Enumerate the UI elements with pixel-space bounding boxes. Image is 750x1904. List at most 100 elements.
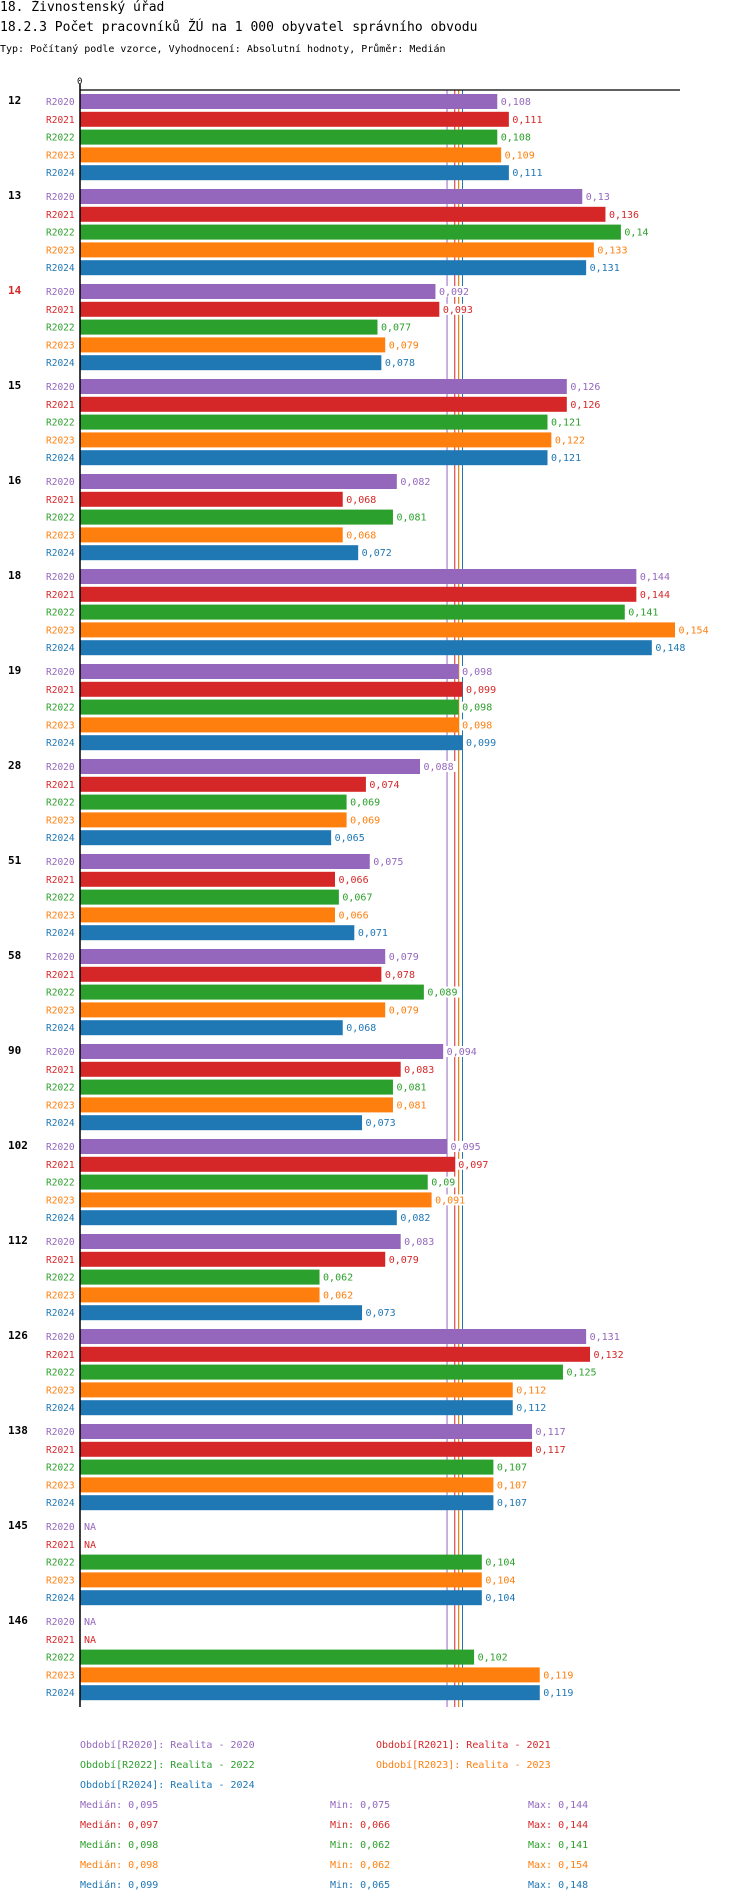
data-label-bg [549,416,584,428]
series-label: R2023 [46,625,75,636]
data-label-28-r2023: 0,069 [350,815,380,826]
data-label-bg [402,1236,437,1247]
series-label: R2020 [46,1047,75,1058]
group-label-112: 112 [8,1234,28,1247]
data-label-bg [364,1117,399,1129]
data-label-58-r2023: 0,079 [389,1005,419,1016]
bar-90-r2022 [80,1079,393,1095]
data-label-12-r2020: 0,108 [501,97,531,108]
data-label-bg [638,588,673,600]
series-label: R2024 [46,1403,75,1414]
data-label-16-r2021: 0,068 [346,495,376,506]
bar-15-r2024 [80,450,548,466]
data-label-51-r2023: 0,066 [339,910,369,921]
data-label-bg [387,339,422,351]
data-label-102-r2024: 0,082 [400,1213,430,1224]
data-label-112-r2024: 0,073 [366,1308,396,1319]
series-label: R2020 [46,667,75,678]
data-label-bg [321,1289,356,1301]
data-label-bg [584,191,613,202]
bar-138-r2022 [80,1459,494,1475]
series-label: R2024 [46,548,75,559]
data-label-bg [464,683,499,695]
data-label-126-r2024: 0,112 [516,1403,546,1414]
data-label-19-r2022: 0,098 [462,703,492,714]
bar-58-r2021 [80,966,382,982]
data-label-bg [483,1574,518,1586]
data-label-12-r2023: 0,109 [505,150,535,161]
series-label: R2024 [46,1118,75,1129]
data-label-126-r2022: 0,125 [566,1368,596,1379]
data-label-58-r2022: 0,089 [427,988,457,999]
bar-112-r2020 [80,1234,401,1249]
series-label: R2022 [46,418,75,429]
series-label: R2020 [46,952,75,963]
data-label-19-r2023: 0,098 [462,720,492,731]
legend-max-r2020: Max: 0,144 [528,1800,589,1811]
data-label-28-r2024: 0,065 [335,833,365,844]
bar-18-r2020 [80,569,637,584]
series-label: R2022 [46,893,75,904]
data-label-bg [514,1402,549,1414]
data-label-18-r2022: 0,141 [628,608,658,619]
data-label-16-r2024: 0,072 [362,548,392,559]
bar-16-r2023 [80,527,343,543]
series-label: R2022 [46,1273,75,1284]
bar-18-r2023 [80,622,675,638]
bar-28-r2024 [80,830,332,846]
data-label-bg [622,226,651,238]
x-tick-label: 0 [77,77,82,87]
series-label: R2023 [46,1670,75,1681]
bar-126-r2021 [80,1346,590,1362]
bar-102-r2024 [80,1210,397,1226]
data-label-bg [499,96,534,107]
na-label: NA [84,1617,96,1628]
data-label-18-r2020: 0,144 [640,572,670,583]
group-label-138: 138 [8,1424,28,1437]
data-label-bg [337,909,371,921]
series-label: R2024 [46,643,75,654]
data-label-14-r2024: 0,078 [385,358,415,369]
bar-90-r2021 [80,1061,401,1077]
data-label-bg [495,1479,530,1491]
data-label-bg [514,1384,549,1396]
data-label-13-r2022: 0,14 [624,228,648,239]
data-label-bg [592,1348,626,1360]
legend-min-r2022: Min: 0,062 [330,1840,391,1851]
data-label-51-r2022: 0,067 [342,893,372,904]
series-label: R2022 [46,703,75,714]
bar-12-r2023 [80,147,502,163]
data-label-bg [607,208,642,220]
data-label-bg [321,1271,356,1283]
data-label-bg [333,832,368,844]
bar-16-r2020 [80,474,397,489]
data-label-13-r2023: 0,133 [597,245,627,256]
bar-90-r2024 [80,1115,363,1131]
data-label-bg [456,1158,491,1170]
bar-146-r2023 [80,1667,540,1683]
series-label: R2022 [46,1558,75,1569]
series-label: R2020 [46,857,75,868]
legend-max-r2022: Max: 0,141 [528,1840,589,1851]
series-label: R2024 [46,1593,75,1604]
data-label-bg [460,719,495,731]
data-label-bg [356,927,391,939]
series-label: R2022 [46,608,75,619]
bar-51-r2020 [80,854,370,869]
bar-15-r2022 [80,414,548,430]
data-label-bg [541,1687,576,1699]
data-label-bg [394,1081,429,1093]
group-label-145: 145 [8,1519,28,1532]
bar-112-r2022 [80,1269,320,1285]
data-label-112-r2020: 0,083 [404,1237,434,1248]
bar-51-r2022 [80,889,339,905]
series-label: R2021 [46,780,75,791]
data-label-28-r2022: 0,069 [350,798,380,809]
data-label-bg [595,244,630,256]
na-label: NA [84,1522,96,1533]
data-label-112-r2023: 0,062 [323,1290,353,1301]
data-label-90-r2023: 0,081 [396,1100,426,1111]
chart-legend: Období[R2020]: Realita - 2020 Období[R202… [0,1740,750,1904]
bar-13-r2023 [80,242,594,258]
data-label-145-r2022: 0,104 [485,1558,515,1569]
